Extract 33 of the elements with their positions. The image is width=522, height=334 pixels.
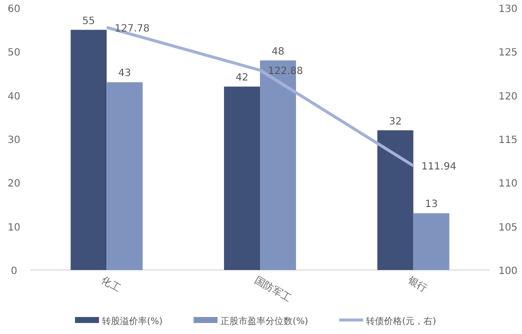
legend-label: 转债价格(元，右) xyxy=(366,316,436,327)
y-tick-label: 0 xyxy=(10,266,18,277)
y-tick-label: 40 xyxy=(8,91,20,102)
x-tick-label: 银行 xyxy=(404,274,429,295)
y-tick-label: 20 xyxy=(8,178,20,190)
data-label: 42 xyxy=(236,72,248,84)
bar xyxy=(224,86,260,270)
data-label: 43 xyxy=(118,68,132,80)
data-label: 32 xyxy=(388,116,402,128)
bar xyxy=(106,82,143,270)
legend-label: 转股溢价率(%) xyxy=(102,316,163,327)
y2-tick-label: 130 xyxy=(498,4,518,15)
bar xyxy=(413,213,450,270)
y2-tick-label: 115 xyxy=(498,135,518,146)
data-label: 13 xyxy=(424,199,438,210)
y-tick-label: 50 xyxy=(8,48,20,59)
bar xyxy=(377,130,414,270)
y2-tick-label: 120 xyxy=(498,91,518,102)
bar xyxy=(70,30,107,270)
y-tick-label: 60 xyxy=(8,4,20,15)
legend-label: 正股市盈率分位数(%) xyxy=(220,316,308,327)
data-label: 127.78 xyxy=(114,23,150,34)
x-tick-label: 国防军工 xyxy=(252,274,294,305)
y2-tick-label: 105 xyxy=(498,222,518,234)
x-tick-label: 化工 xyxy=(99,274,122,295)
data-label: 111.94 xyxy=(421,162,456,173)
y2-tick-label: 125 xyxy=(498,48,518,59)
y2-tick-label: 100 xyxy=(498,266,518,277)
data-label: 55 xyxy=(82,16,96,27)
y-tick-label: 30 xyxy=(8,135,20,146)
y-tick-label: 10 xyxy=(8,222,20,234)
y2-tick-label: 110 xyxy=(498,178,518,190)
data-label: 48 xyxy=(272,46,284,58)
